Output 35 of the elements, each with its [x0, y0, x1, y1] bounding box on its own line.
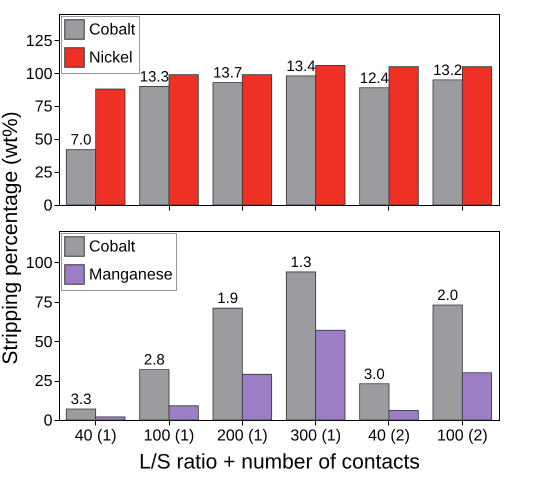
- annotation: 3.0: [364, 366, 386, 383]
- y-tick-label: 25: [34, 164, 53, 182]
- y-tick-label: 50: [34, 334, 53, 351]
- x-tick-label: 100 (1): [144, 428, 195, 444]
- y-tick-label: 100: [26, 255, 53, 272]
- y-tick-label: 75: [34, 294, 53, 312]
- y-tick-label: 0: [44, 412, 53, 430]
- legend-label: Cobalt: [89, 238, 136, 256]
- x-tick-label: 100 (2): [437, 428, 488, 444]
- annotation: 12.4: [360, 70, 390, 87]
- annotation: 3.3: [70, 390, 92, 408]
- annotation: 7.0: [70, 132, 92, 149]
- annotation: 13.4: [286, 58, 316, 75]
- y-axis-title: Stripping percentage (wt%): [0, 111, 23, 365]
- annotation: 13.7: [213, 64, 243, 82]
- annotation: 2.0: [438, 287, 458, 304]
- x-tick-label: 300 (1): [290, 428, 342, 444]
- legend-label: Nickel: [89, 50, 133, 66]
- x-tick-label: 40 (2): [368, 428, 410, 444]
- y-tick-label: 25: [34, 373, 53, 390]
- x-tick-label: 200 (1): [217, 428, 268, 444]
- annotation: 13.3: [140, 68, 170, 86]
- y-tick-label: 125: [26, 32, 53, 50]
- y-tick-label: 0: [44, 198, 53, 214]
- y-tick-label: 50: [34, 132, 53, 149]
- annotation: 1.9: [218, 290, 238, 308]
- y-tick-label: 75: [34, 98, 53, 116]
- legend-label: Cobalt: [89, 22, 136, 38]
- annotation: 13.2: [433, 62, 463, 79]
- legend-label: Manganese: [89, 266, 173, 284]
- annotation: 2.8: [144, 352, 166, 369]
- y-tick-label: 100: [26, 66, 53, 83]
- x-axis-title: L/S ratio + number of contacts: [139, 450, 420, 474]
- x-tick-label: 40 (1): [75, 428, 117, 444]
- annotation: 1.3: [290, 254, 312, 271]
